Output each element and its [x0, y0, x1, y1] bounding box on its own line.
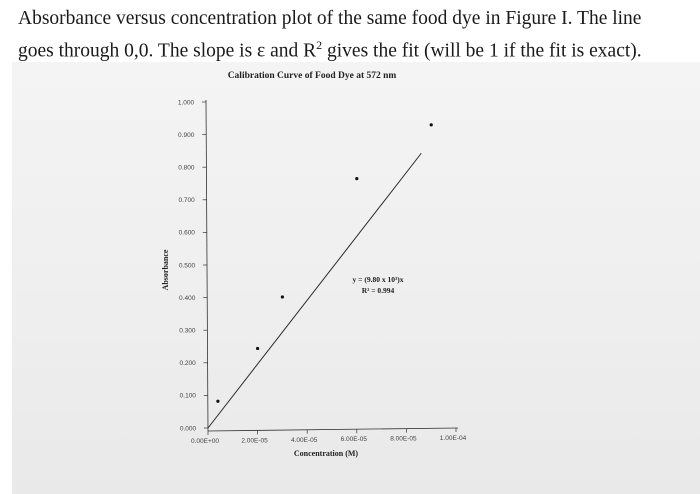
y-tick-label: 0.100 [180, 393, 197, 400]
y-tick-label: 0.800 [178, 165, 195, 172]
y-tick-label: 0.900 [178, 132, 195, 139]
y-tick-label: 0.200 [179, 360, 196, 367]
x-tick-label: 0.00E+00 [191, 438, 219, 445]
y-tick-label: 0.500 [179, 262, 196, 269]
y-axis-label: Absorbance [161, 249, 170, 290]
question-line-2-suffix: gives the fit (will be 1 if the fit is e… [322, 40, 642, 62]
data-point [429, 123, 433, 127]
y-tick-label: 1.000 [178, 99, 195, 106]
y-tick-label: 0.600 [179, 230, 196, 237]
y-tick-label: 0.400 [179, 295, 196, 302]
data-point [355, 177, 359, 181]
y-tick-label: 0.300 [179, 328, 196, 335]
question-line-2-prefix: goes through 0,0. The slope is ε and R [18, 40, 317, 62]
question-text: Absorbance versus concentration plot of … [18, 6, 686, 65]
data-point [280, 295, 284, 299]
r-squared-superscript: 2 [316, 38, 323, 52]
chart-axes [205, 99, 459, 432]
data-point [216, 399, 220, 403]
y-tick-label: 0.700 [178, 197, 195, 204]
x-tick-label: 8.00E-05 [390, 436, 417, 443]
y-axis-line [205, 99, 209, 432]
data-point [256, 346, 260, 351]
x-tick-label: 2.00E-05 [241, 437, 268, 444]
x-axis-line [207, 427, 459, 432]
chart-trendline-group [207, 152, 422, 429]
trendline [207, 152, 422, 429]
question-line-1: Absorbance versus concentration plot of … [18, 8, 642, 29]
x-tick-label: 4.00E-05 [291, 437, 318, 444]
x-axis-label: Concentration (M) [294, 449, 359, 458]
question-line-2: goes through 0,0. The slope is ε and R2 … [18, 32, 686, 65]
chart-points [216, 123, 433, 403]
chart-title: Calibration Curve of Food Dye at 572 nm [228, 71, 397, 81]
y-tick-label: 0.000 [180, 425, 197, 432]
r-squared-label: R² = 0.994 [362, 286, 395, 295]
x-tick-label: 6.00E-05 [341, 436, 368, 443]
equation-label: y = (9.80 x 10³)x [353, 275, 404, 284]
chart-photo-background [12, 62, 700, 494]
x-tick-label: 1.00E-04 [440, 435, 467, 442]
chart-ticks: 0.000 0.100 0.200 0.300 0.400 0.500 0.600 0.700… [178, 99, 467, 445]
